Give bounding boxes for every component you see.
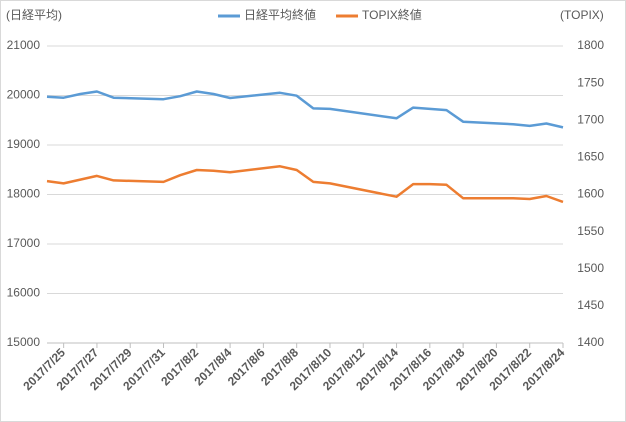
y2-tick-label: 1500 (577, 261, 604, 275)
y2-tick-label: 1450 (577, 298, 604, 312)
y-tick-label: 18000 (7, 187, 41, 201)
y2-tick-label: 1800 (577, 38, 604, 52)
y-tick-label: 19000 (7, 137, 41, 151)
y-tick-label: 20000 (7, 88, 41, 102)
y-tick-label: 21000 (7, 38, 41, 52)
y-tick-label: 16000 (7, 286, 41, 300)
y-axis-label: (日経平均) (6, 8, 62, 22)
legend-label: 日経平均終値 (244, 7, 316, 22)
y2-tick-label: 1750 (577, 75, 604, 89)
y-tick-label: 17000 (7, 236, 41, 250)
data-line (46, 165, 564, 204)
y2-axis-label: (TOPIX) (560, 8, 604, 22)
y2-tick-label: 1550 (577, 224, 604, 238)
y2-tick-label: 1600 (577, 187, 604, 201)
y2-tick-label: 1650 (577, 150, 604, 164)
y2-tick-label: 1400 (577, 335, 604, 349)
legend-label: TOPIX終値 (362, 7, 422, 22)
y2-tick-label: 1700 (577, 112, 604, 126)
y-tick-label: 15000 (7, 335, 41, 349)
data-line (46, 90, 564, 129)
